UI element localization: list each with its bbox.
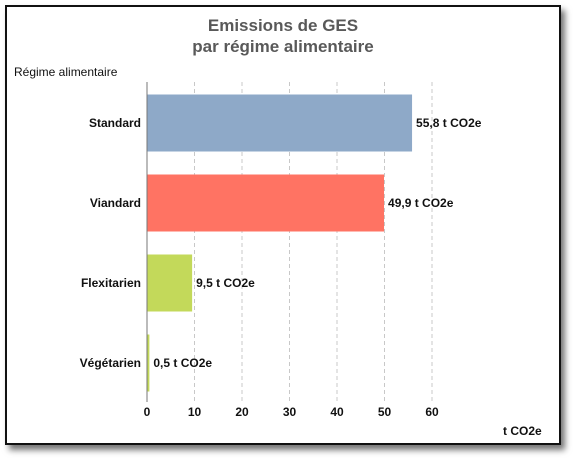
data-label-1: 49,9 t CO2e <box>388 196 454 210</box>
x-tick-label-60: 60 <box>425 405 439 419</box>
x-tick-label-50: 50 <box>378 405 392 419</box>
data-label-2: 9,5 t CO2e <box>196 276 255 290</box>
data-label-0: 55,8 t CO2e <box>416 116 482 130</box>
x-tick-label-10: 10 <box>188 405 202 419</box>
x-axis-unit-label: t CO2e <box>503 424 542 438</box>
x-tick-label-0: 0 <box>144 405 151 419</box>
chart-title-line-1: Emissions de GES <box>207 16 359 35</box>
category-label-3: Végétarien <box>80 356 141 370</box>
category-label-0: Standard <box>89 116 141 130</box>
bar-végétarien <box>147 334 150 392</box>
bar-standard <box>147 94 413 152</box>
bar-viandard <box>147 174 385 232</box>
y-axis-label: Régime alimentaire <box>14 65 118 79</box>
chart-title-line-2: par régime alimentaire <box>192 37 374 56</box>
category-label-1: Viandard <box>90 196 141 210</box>
bar-chart: Standard 55,8 t CO2e Viandard 49,9 t CO2e Fl… <box>80 82 482 419</box>
chart-frame: Emissions de GES par régime alimentaire … <box>5 5 561 445</box>
x-tick-label-30: 30 <box>283 405 297 419</box>
category-label-2: Flexitarien <box>81 276 141 290</box>
bar-flexitarien <box>147 254 193 312</box>
chart-title: Emissions de GES par régime alimentaire <box>7 15 559 57</box>
x-tick-label-40: 40 <box>330 405 344 419</box>
data-label-3: 0,5 t CO2e <box>153 356 212 370</box>
x-tick-label-20: 20 <box>235 405 249 419</box>
